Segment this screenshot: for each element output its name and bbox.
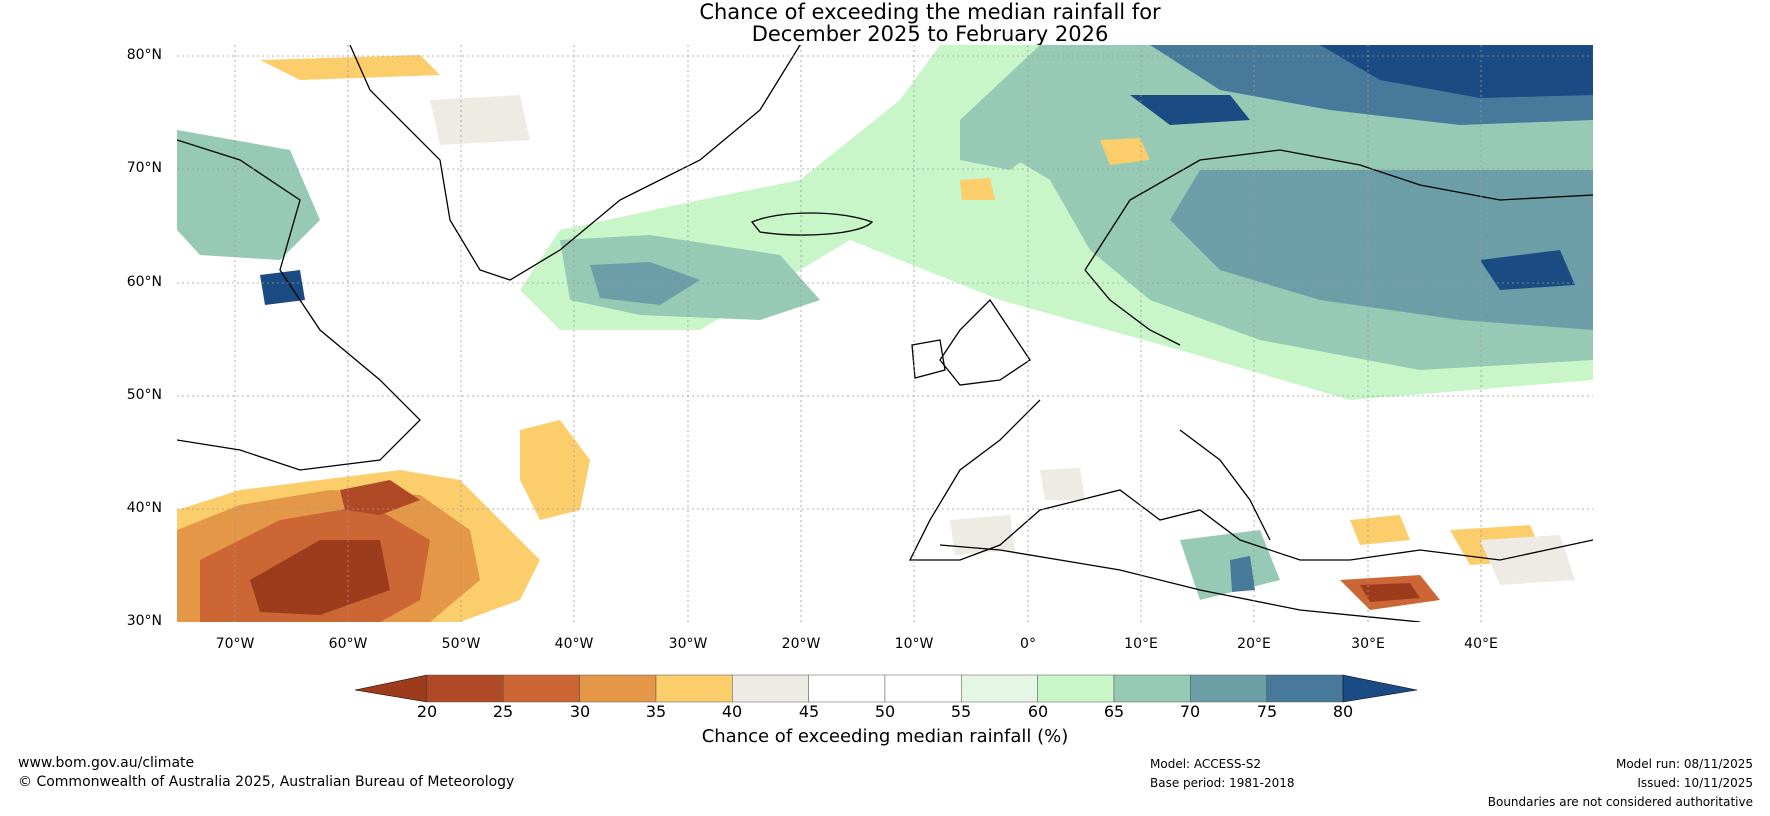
lat-label-70n: 70°N — [126, 160, 162, 176]
colorbar-cell — [1037, 674, 1115, 703]
coastlines — [177, 45, 1593, 622]
lat-label-60n: 60°N — [126, 274, 162, 290]
colorbar-label: Chance of exceeding median rainfall (%) — [701, 726, 1069, 747]
wet-anomaly-regions — [177, 45, 1593, 600]
italy-coast — [1179, 429, 1271, 541]
colorbar-cell — [808, 674, 886, 703]
iceland-coast — [750, 212, 874, 236]
model-name: Model: ACCESS-S2 — [1150, 757, 1262, 771]
colorbar-cell — [961, 674, 1038, 703]
colorbar-tick: 40 — [721, 702, 743, 721]
colorbar-tick: 60 — [1027, 702, 1049, 721]
colorbar-tick: 55 — [950, 702, 972, 721]
norway-south-coast — [1084, 269, 1181, 346]
lon-label-30w: 30°W — [668, 636, 708, 652]
lat-label-30n: 30°N — [126, 613, 162, 629]
lon-label-0: 0° — [1020, 636, 1036, 652]
lon-label-40e: 40°E — [1464, 636, 1498, 652]
website-link[interactable]: www.bom.gov.au/climate — [18, 755, 195, 771]
colorbar-cell — [579, 674, 657, 703]
dry-anomaly-regions — [177, 55, 1545, 622]
lon-label-60w: 60°W — [328, 636, 368, 652]
mediterranean-coast — [908, 399, 1593, 561]
colorbar-tick: 35 — [645, 702, 667, 721]
north-america-coast — [177, 139, 421, 471]
colorbar-cell — [426, 674, 504, 703]
colorbar-cell — [655, 674, 733, 703]
greenland-coast — [349, 45, 801, 281]
lon-label-10e: 10°E — [1124, 636, 1158, 652]
lon-label-70w: 70°W — [215, 636, 255, 652]
colorbar-tick: 65 — [1103, 702, 1125, 721]
colorbar — [354, 674, 1418, 703]
lon-label-50w: 50°W — [441, 636, 481, 652]
lon-label-20e: 20°E — [1237, 636, 1271, 652]
colorbar-tick: 25 — [492, 702, 514, 721]
colorbar-cell — [1266, 674, 1344, 703]
colorbar-tick: 50 — [874, 702, 896, 721]
colorbar-tick: 30 — [569, 702, 591, 721]
chart-title-line1: Chance of exceeding the median rainfall … — [699, 0, 1161, 24]
colorbar-tick: 20 — [416, 702, 438, 721]
colorbar-cell — [503, 674, 580, 703]
colorbar-tick: 75 — [1256, 702, 1278, 721]
model-run-date: Model run: 08/11/2025 — [1615, 757, 1753, 771]
issued-date: Issued: 10/11/2025 — [1637, 776, 1753, 790]
lon-label-10w: 10°W — [894, 636, 934, 652]
colorbar-tick: 70 — [1179, 702, 1201, 721]
lat-label-80n: 80°N — [126, 47, 162, 63]
north-africa-coast — [939, 544, 1421, 622]
lon-label-30e: 30°E — [1351, 636, 1385, 652]
chart-title-line2: December 2025 to February 2026 — [751, 22, 1109, 46]
colorbar-cells — [426, 674, 1344, 703]
colorbar-under-arrow — [354, 674, 428, 703]
lon-label-20w: 20°W — [781, 636, 821, 652]
copyright-notice: © Commonwealth of Australia 2025, Austra… — [18, 774, 515, 790]
boundary-disclaimer: Boundaries are not considered authoritat… — [1487, 795, 1753, 809]
lat-label-40n: 40°N — [126, 500, 162, 516]
graticule — [177, 45, 1593, 622]
great-britain-coast — [939, 298, 1031, 386]
colorbar-cell — [1113, 674, 1191, 703]
near-normal-regions — [430, 95, 1575, 585]
lon-label-40w: 40°W — [554, 636, 594, 652]
lat-label-50n: 50°N — [126, 387, 162, 403]
colorbar-tick: 80 — [1332, 702, 1354, 721]
colorbar-cell — [884, 674, 962, 703]
colorbar-cell — [1190, 674, 1267, 703]
colorbar-cell — [732, 674, 809, 703]
scandinavia-arctic-coast — [1084, 149, 1593, 271]
colorbar-over-arrow — [1342, 674, 1418, 703]
colorbar-tick: 45 — [798, 702, 820, 721]
base-period: Base period: 1981-2018 — [1150, 776, 1295, 790]
